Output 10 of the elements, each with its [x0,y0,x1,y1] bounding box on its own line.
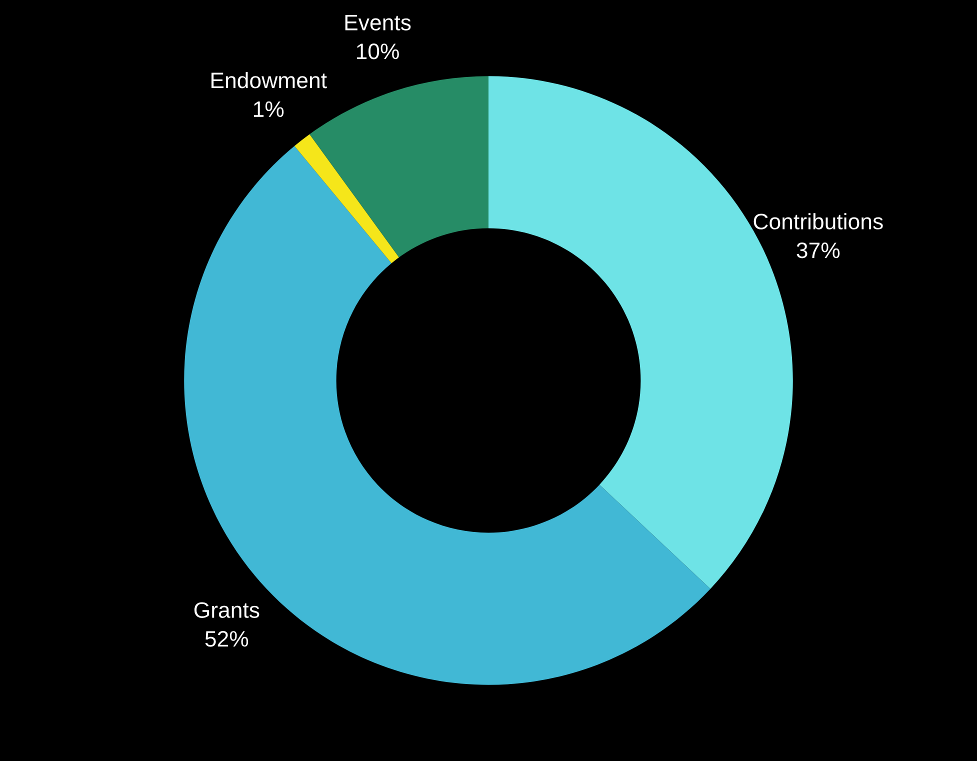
donut-slice [184,146,710,685]
data-label: 10% [356,44,399,60]
donut-slice [294,134,400,264]
slice-label: Grants [194,602,260,618]
data-label: 1% [254,101,284,117]
data-label: 37% [796,242,840,258]
slice-label: Endowment [212,72,327,88]
slice-label: Contributions [754,213,883,230]
data-label: 52% [205,630,248,647]
slice-label: Events [345,14,411,30]
